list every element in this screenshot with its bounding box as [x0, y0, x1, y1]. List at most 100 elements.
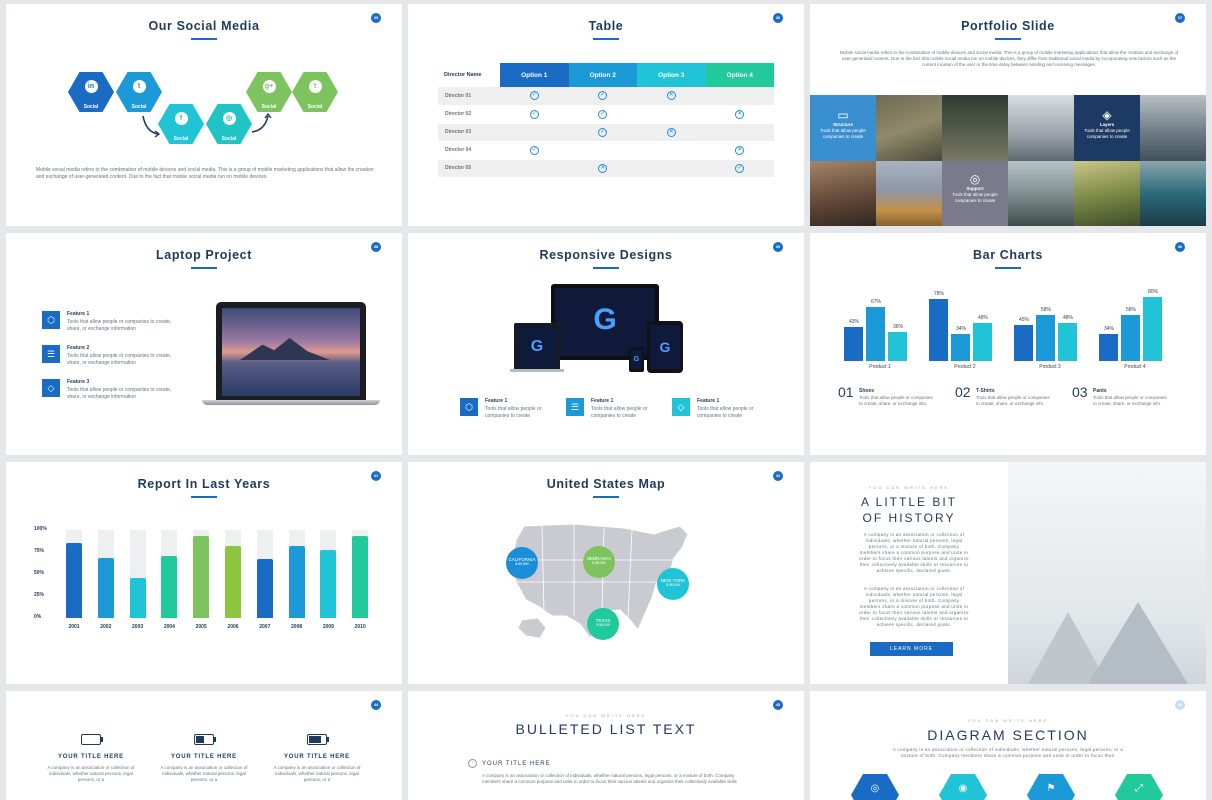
diamond-icon: ◇	[672, 398, 690, 416]
page-number-badge: 36	[773, 13, 783, 23]
category-label: Product 2	[954, 364, 976, 370]
portfolio-overlay-structure[interactable]	[810, 95, 876, 161]
table-row: Director 03 ✓ ✕	[438, 123, 774, 142]
data-label: 67%	[870, 299, 881, 306]
lifebuoy-icon: ◎	[969, 172, 981, 186]
y-tick-label: 0%	[34, 614, 42, 620]
title-underline	[995, 38, 1021, 40]
linkedin-icon: in	[84, 80, 98, 93]
chevron-right-icon: ›	[468, 759, 477, 768]
pin-name: TEXAS	[595, 618, 611, 623]
chart-bar	[929, 298, 948, 361]
title-underline	[593, 496, 619, 498]
chart-bar	[844, 326, 863, 361]
pin-value: $ 59,890	[515, 562, 529, 566]
cube-icon: ⬡	[460, 398, 478, 416]
portfolio-overlay-support[interactable]	[942, 161, 1008, 226]
row-label: Director 05	[438, 159, 500, 178]
slide-diagram-section[interactable]: 46 YOU CAN WRITE HERE DIAGRAM SECTION A …	[810, 691, 1206, 800]
tablet-device: G	[647, 321, 683, 373]
table-cell: ✕	[637, 123, 706, 142]
cross-icon: ✕	[666, 91, 676, 101]
logo-g-icon: G	[517, 326, 557, 368]
hex-label: Social	[131, 104, 147, 110]
twitter-icon: t	[308, 80, 322, 93]
options-table: Director Name Option 1 Option 2 Option 3 Opt…	[438, 63, 774, 178]
logo-g-icon: G	[650, 325, 680, 369]
social-hexagon[interactable]: ◎ Social	[206, 104, 252, 144]
table-cell: ✓	[500, 87, 569, 106]
chart-bar	[973, 322, 992, 361]
battery-tip	[327, 737, 329, 742]
instagram-icon: ◎	[222, 112, 236, 125]
flow-arrows	[142, 112, 272, 138]
item-text: A company is an association or collectio…	[47, 765, 135, 782]
x-tick-label: 2005	[195, 624, 207, 630]
table-row: Director 04 ✓ ✕	[438, 141, 774, 160]
slide-social-media[interactable]: Our Social Media 35 in Social t Social f Soci…	[6, 4, 402, 226]
report-bar-chart	[58, 530, 376, 618]
map-pin[interactable]: TEXAS $ 58,000	[587, 608, 619, 640]
map-pin[interactable]: NEW YORK $ 98,000	[657, 568, 689, 600]
page-number-badge: 45	[773, 700, 783, 710]
table-cell: ✓	[568, 105, 637, 124]
page-number-badge: 40	[1175, 242, 1185, 252]
pin-value: $ 58,000	[596, 623, 610, 627]
slide-table[interactable]: Table 36 Director Name Option 1 Option 2 Op…	[408, 4, 804, 226]
slide-title: Report In Last Years	[137, 477, 271, 491]
diagram-hexagon[interactable]: ⚑	[1027, 774, 1075, 800]
check-icon: ✓	[598, 127, 608, 137]
data-label: 48%	[977, 314, 988, 321]
data-label: 45%	[1018, 317, 1029, 323]
chart-bar	[951, 333, 970, 361]
slide-report[interactable]: Report In Last Years 41 2001 2002 2003 2004…	[6, 462, 402, 684]
map-pin[interactable]: CALIFORNIA $ 59,890	[506, 547, 538, 579]
portfolio-overlay-layers[interactable]	[1074, 95, 1140, 161]
portfolio-photo	[1008, 95, 1074, 161]
x-tick-label: 2008	[291, 624, 303, 630]
map-pin[interactable]: NEBRASKA $ 58,000	[583, 546, 615, 578]
pin-name: NEW YORK	[660, 578, 686, 583]
slide-laptop-project[interactable]: Laptop Project 38 ⬡ Feature 1 Tools that…	[6, 233, 402, 455]
slide-battery-items[interactable]: 44 YOUR TITLE HERE A company is an associ…	[6, 691, 402, 800]
diagram-hexagon[interactable]: ◎	[851, 774, 899, 800]
paragraph-1: A company is an association or collectio…	[859, 532, 969, 573]
data-label: 34%	[1103, 325, 1114, 332]
slide-portfolio[interactable]: Portfolio Slide 37 Mobile social media r…	[810, 4, 1206, 226]
cross-icon: ✕	[666, 127, 676, 137]
item-title: YOUR TITLE HERE	[283, 754, 350, 760]
diamond-icon: ◇	[42, 379, 60, 397]
sliders-icon: ☰	[42, 345, 60, 363]
diagram-hexagon[interactable]: ⤢	[1115, 774, 1163, 800]
portfolio-photo	[876, 161, 942, 226]
cross-icon: ✕	[735, 145, 745, 155]
x-tick-label: 2001	[68, 624, 80, 630]
slide-bar-charts[interactable]: Bar Charts 40 43% 67% 36% Product 1 78% 34% 48…	[810, 233, 1206, 455]
portfolio-photo	[942, 95, 1008, 161]
table-cell: ✕	[568, 159, 637, 178]
battery-level	[309, 736, 321, 743]
page-number-badge: 42	[773, 471, 783, 481]
laptop-base	[510, 369, 564, 372]
slide-us-map[interactable]: United States Map 42 CALIFORNIA $ 59,890 N…	[408, 462, 804, 684]
chart-bar	[129, 578, 146, 618]
data-label: 43%	[848, 318, 859, 325]
laptop-screen	[216, 302, 366, 400]
slide-bulleted-list[interactable]: 45 YOU CAN WRITE HERE BULLETED LIST TEXT…	[408, 691, 804, 800]
chart-bar	[1036, 314, 1055, 361]
chart-bar	[1014, 325, 1033, 361]
pin-name: CALIFORNIA	[508, 557, 536, 562]
table-cell: ✓	[500, 105, 569, 124]
data-label: 34%	[955, 325, 966, 332]
slide-history[interactable]: YOU CAN WRITE HERE A LITTLE BIT OF HISTO…	[810, 462, 1206, 684]
x-tick-label: 2007	[259, 624, 271, 630]
page-number-badge: 44	[371, 700, 381, 710]
pin-value: $ 98,000	[666, 583, 680, 587]
diagram-hexagon[interactable]: ◉	[939, 774, 987, 800]
cube-icon: ⬡	[42, 311, 60, 329]
learn-more-button[interactable]: LEARN MORE	[870, 642, 953, 656]
social-hexagon[interactable]: f Social	[158, 104, 204, 144]
battery-tip	[101, 737, 103, 742]
chart-bar	[1058, 322, 1077, 361]
slide-responsive-designs[interactable]: Responsive Designs 39 G G G G ⬡ Feature …	[408, 233, 804, 455]
